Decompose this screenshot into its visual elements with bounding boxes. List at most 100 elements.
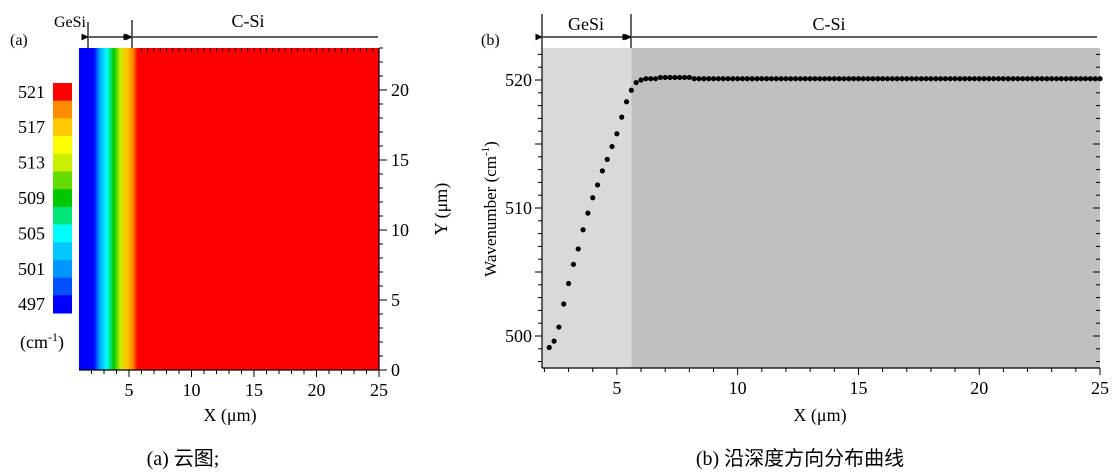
data-point xyxy=(1087,76,1093,82)
data-point xyxy=(1034,76,1040,82)
panel-a-region-indicator: GeSi C-Si xyxy=(54,11,378,48)
data-point xyxy=(962,76,968,82)
data-point xyxy=(590,195,596,201)
y-tick-label: 5 xyxy=(391,290,400,310)
data-point xyxy=(899,76,905,82)
data-point xyxy=(793,76,799,82)
y-tick-label: 520 xyxy=(505,70,532,90)
region-label-gesi: GeSi xyxy=(54,14,87,31)
data-point xyxy=(826,76,833,82)
csi-region-shade xyxy=(631,48,1100,368)
data-point xyxy=(870,76,876,82)
data-point xyxy=(585,210,591,216)
data-point xyxy=(565,280,572,287)
data-point xyxy=(913,76,920,82)
data-point xyxy=(764,76,770,82)
panel-a-xlabel: X (μm) xyxy=(203,405,256,426)
data-point xyxy=(619,114,625,120)
data-point xyxy=(802,76,808,82)
data-point xyxy=(1097,76,1103,82)
x-tick-label: 15 xyxy=(245,380,263,400)
data-point xyxy=(614,131,620,137)
data-point xyxy=(981,76,987,82)
data-point xyxy=(1092,76,1098,82)
data-point xyxy=(1049,76,1055,82)
x-tick-label: 15 xyxy=(849,378,867,398)
data-point xyxy=(686,74,692,81)
colorbar-swatch xyxy=(53,206,72,226)
data-point xyxy=(623,99,630,105)
data-point xyxy=(783,76,789,82)
data-point xyxy=(773,76,779,82)
data-point xyxy=(995,76,1002,82)
data-point xyxy=(648,76,654,82)
data-point xyxy=(701,76,707,82)
data-point xyxy=(633,79,639,86)
colorbar-swatch xyxy=(53,100,72,119)
panel-a: (a) GeSi C-Si 5 10 15 20 250 5 10 15 20 521 517 51… xyxy=(10,11,452,470)
data-point xyxy=(937,76,944,82)
data-point xyxy=(570,261,577,267)
data-point xyxy=(986,76,992,82)
data-point xyxy=(667,74,673,81)
x-tick-label: 5 xyxy=(612,378,621,398)
x-tick-label: 25 xyxy=(370,380,388,400)
data-point xyxy=(652,76,659,82)
panel-b-ylabel: Wavenumber (cm-1) xyxy=(480,141,500,277)
data-point xyxy=(1015,76,1021,82)
data-point xyxy=(942,76,949,82)
y-tick-label: 10 xyxy=(391,220,409,240)
data-point xyxy=(822,76,828,82)
data-point xyxy=(836,76,842,82)
data-point xyxy=(812,76,818,82)
region-label-gesi: GeSi xyxy=(568,14,604,34)
data-point xyxy=(739,76,746,82)
data-point xyxy=(947,76,953,82)
data-point xyxy=(677,74,683,81)
data-point xyxy=(706,76,712,82)
data-point xyxy=(879,76,886,82)
data-point xyxy=(1082,76,1089,82)
data-point xyxy=(841,76,847,82)
data-point xyxy=(546,344,552,351)
data-point xyxy=(551,338,557,344)
y-tick-label: 15 xyxy=(391,150,409,170)
colorbar-swatch xyxy=(53,118,72,137)
data-point xyxy=(580,227,586,233)
heatmap-plot-area: 5 10 15 20 250 5 10 15 20 xyxy=(79,47,409,400)
data-point xyxy=(952,76,958,82)
x-tick-label: 10 xyxy=(729,378,747,398)
data-point xyxy=(672,74,678,81)
data-point xyxy=(710,76,717,82)
panel-b-xlabel: X (μm) xyxy=(793,405,846,426)
y-tick-label: 20 xyxy=(391,80,409,100)
colorbar-tick-label: 505 xyxy=(18,223,45,243)
data-point xyxy=(556,324,562,330)
colorbar-tick-label: 509 xyxy=(18,188,45,208)
data-point xyxy=(923,76,929,82)
data-point xyxy=(662,74,668,81)
x-tick-label: 20 xyxy=(308,380,326,400)
data-point xyxy=(768,76,775,82)
data-point xyxy=(991,76,997,82)
y-tick-label: 500 xyxy=(505,326,532,346)
data-point xyxy=(1039,76,1045,82)
data-point xyxy=(1005,76,1011,82)
colorbar-swatch xyxy=(53,136,72,155)
caption-a: (a) 云图; xyxy=(147,448,220,470)
data-point xyxy=(788,76,794,82)
data-point xyxy=(1000,76,1006,82)
data-point xyxy=(1073,76,1079,82)
colorbar-swatch xyxy=(53,242,72,261)
colorbar-swatch xyxy=(53,153,72,172)
region-label-csi: C-Si xyxy=(231,11,264,31)
data-point xyxy=(904,76,910,82)
data-point xyxy=(933,76,939,82)
colorbar-swatch xyxy=(53,277,72,296)
x-tick-label: 5 xyxy=(125,380,134,400)
panel-b-label: (b) xyxy=(481,32,500,49)
data-point xyxy=(884,76,891,82)
caption-b: (b) 沿深度方向分布曲线 xyxy=(696,447,904,470)
